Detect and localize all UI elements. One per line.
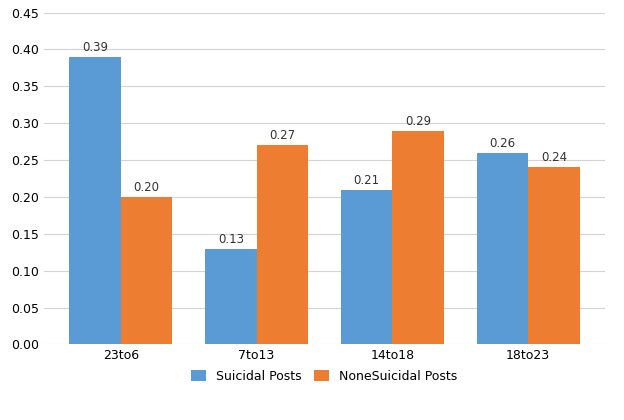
Bar — [121, 197, 172, 344]
Bar — [256, 145, 308, 344]
Legend: Suicidal Posts, NoneSuicidal Posts: Suicidal Posts, NoneSuicidal Posts — [187, 365, 462, 388]
Text: 0.21: 0.21 — [354, 173, 379, 186]
Bar — [528, 168, 580, 344]
Text: 0.20: 0.20 — [134, 181, 160, 194]
Text: 0.27: 0.27 — [270, 129, 295, 142]
Text: 0.13: 0.13 — [218, 233, 244, 246]
Text: 0.24: 0.24 — [541, 152, 567, 165]
Text: 0.39: 0.39 — [82, 41, 108, 54]
Text: 0.26: 0.26 — [489, 137, 515, 150]
Text: 0.29: 0.29 — [405, 115, 431, 128]
Bar — [205, 249, 256, 344]
Bar — [477, 153, 528, 344]
Bar — [341, 189, 392, 344]
Bar — [69, 57, 121, 344]
Bar — [392, 131, 444, 344]
